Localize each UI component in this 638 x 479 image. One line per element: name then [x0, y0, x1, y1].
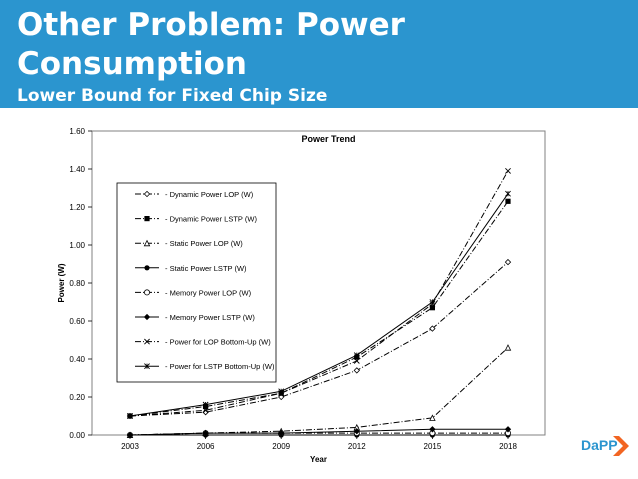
chevron-logo-icon	[613, 436, 629, 456]
series-6-point	[353, 428, 360, 435]
y-tick-label: 1.00	[69, 241, 85, 250]
y-tick-label: 1.20	[69, 203, 85, 212]
x-tick-label: 2018	[499, 442, 517, 451]
legend-marker-1	[143, 190, 151, 198]
x-tick-label: 2009	[272, 442, 290, 451]
y-tick-label: 1.40	[69, 165, 85, 174]
series-6-point	[126, 431, 134, 439]
y-tick-label: 0.40	[69, 355, 85, 364]
power-trend-chart: 0.00 0.20 0.40 0.60 0.80 1.00 1.20 1.40 1.60 2003…	[57, 127, 546, 464]
slide-title: Other Problem: Power Consumption	[17, 7, 405, 82]
series-7-point	[202, 407, 209, 414]
series-line-6	[129, 428, 508, 436]
series-8-point	[278, 388, 285, 395]
legend-marker-3	[143, 239, 151, 247]
series-8-point	[505, 190, 511, 197]
legend-label-5: - Memory Power LOP (W)	[165, 288, 252, 297]
x-tick-label: 2015	[424, 442, 442, 451]
x-axis-label: Year	[310, 455, 327, 464]
legend-box	[116, 182, 277, 383]
series-line-1	[129, 261, 509, 417]
series-3-point	[429, 414, 436, 421]
legend-label-1: - Dynamic Power LOP (W)	[165, 190, 254, 199]
series-line-7	[129, 170, 509, 417]
series-8-point	[429, 299, 436, 305]
series-6-point	[278, 429, 285, 437]
series-1-point	[429, 325, 436, 332]
y-tick-label: 0.20	[69, 393, 85, 402]
legend-marker-4	[144, 265, 150, 271]
y-tick-label: 0.00	[69, 431, 85, 440]
legend-label-2: - Dynamic Power LSTP (W)	[165, 215, 257, 224]
legend-marker-7	[144, 338, 150, 345]
logo-text: DaPP	[581, 437, 618, 453]
series-6-point	[504, 426, 512, 433]
series-1-point	[353, 367, 360, 374]
legend-marker-2	[144, 216, 150, 222]
series-7-point	[353, 357, 360, 364]
series-8-point	[353, 352, 360, 359]
series-2-point	[505, 198, 511, 204]
series-8-point	[202, 401, 209, 408]
legend-label-3: - Static Power LOP (W)	[165, 239, 243, 248]
series-6-point	[202, 429, 209, 437]
series-line-8	[129, 193, 509, 417]
x-tick-label: 2012	[348, 442, 366, 451]
series-7-point	[505, 167, 511, 174]
series-1-point	[504, 258, 512, 266]
x-tick-label: 2003	[121, 442, 139, 451]
y-axis-label: Power (W)	[57, 263, 66, 302]
series-8-point	[127, 413, 133, 419]
chart-title: Power Trend	[301, 134, 355, 144]
slide-subtitle: Lower Bound for Fixed Chip Size	[17, 86, 328, 106]
series-6-point	[429, 426, 436, 433]
legend-label-7: - Power for LOP Bottom-Up (W)	[165, 338, 271, 347]
slide-header: Other Problem: Power Consumption Lower B…	[0, 0, 638, 108]
legend-label-8: - Power for LSTP Bottom-Up (W)	[165, 362, 275, 371]
y-tick-label: 1.60	[69, 127, 85, 136]
y-tick-label: 0.60	[69, 317, 85, 326]
series-2-point	[429, 305, 435, 311]
dapp-logo: DaPP	[581, 434, 629, 460]
y-tick-label: 0.80	[69, 279, 85, 288]
legend-label-4: - Static Power LSTP (W)	[165, 264, 247, 273]
legend-marker-5	[143, 289, 150, 296]
x-tick-label: 2006	[197, 442, 215, 451]
legend-marker-8	[144, 363, 150, 370]
legend-marker-6	[143, 313, 151, 321]
series-3-point	[504, 344, 512, 351]
legend-label-6: - Memory Power LSTP (W)	[165, 313, 255, 322]
series-1-point	[202, 409, 209, 416]
series-line-2	[129, 201, 509, 417]
